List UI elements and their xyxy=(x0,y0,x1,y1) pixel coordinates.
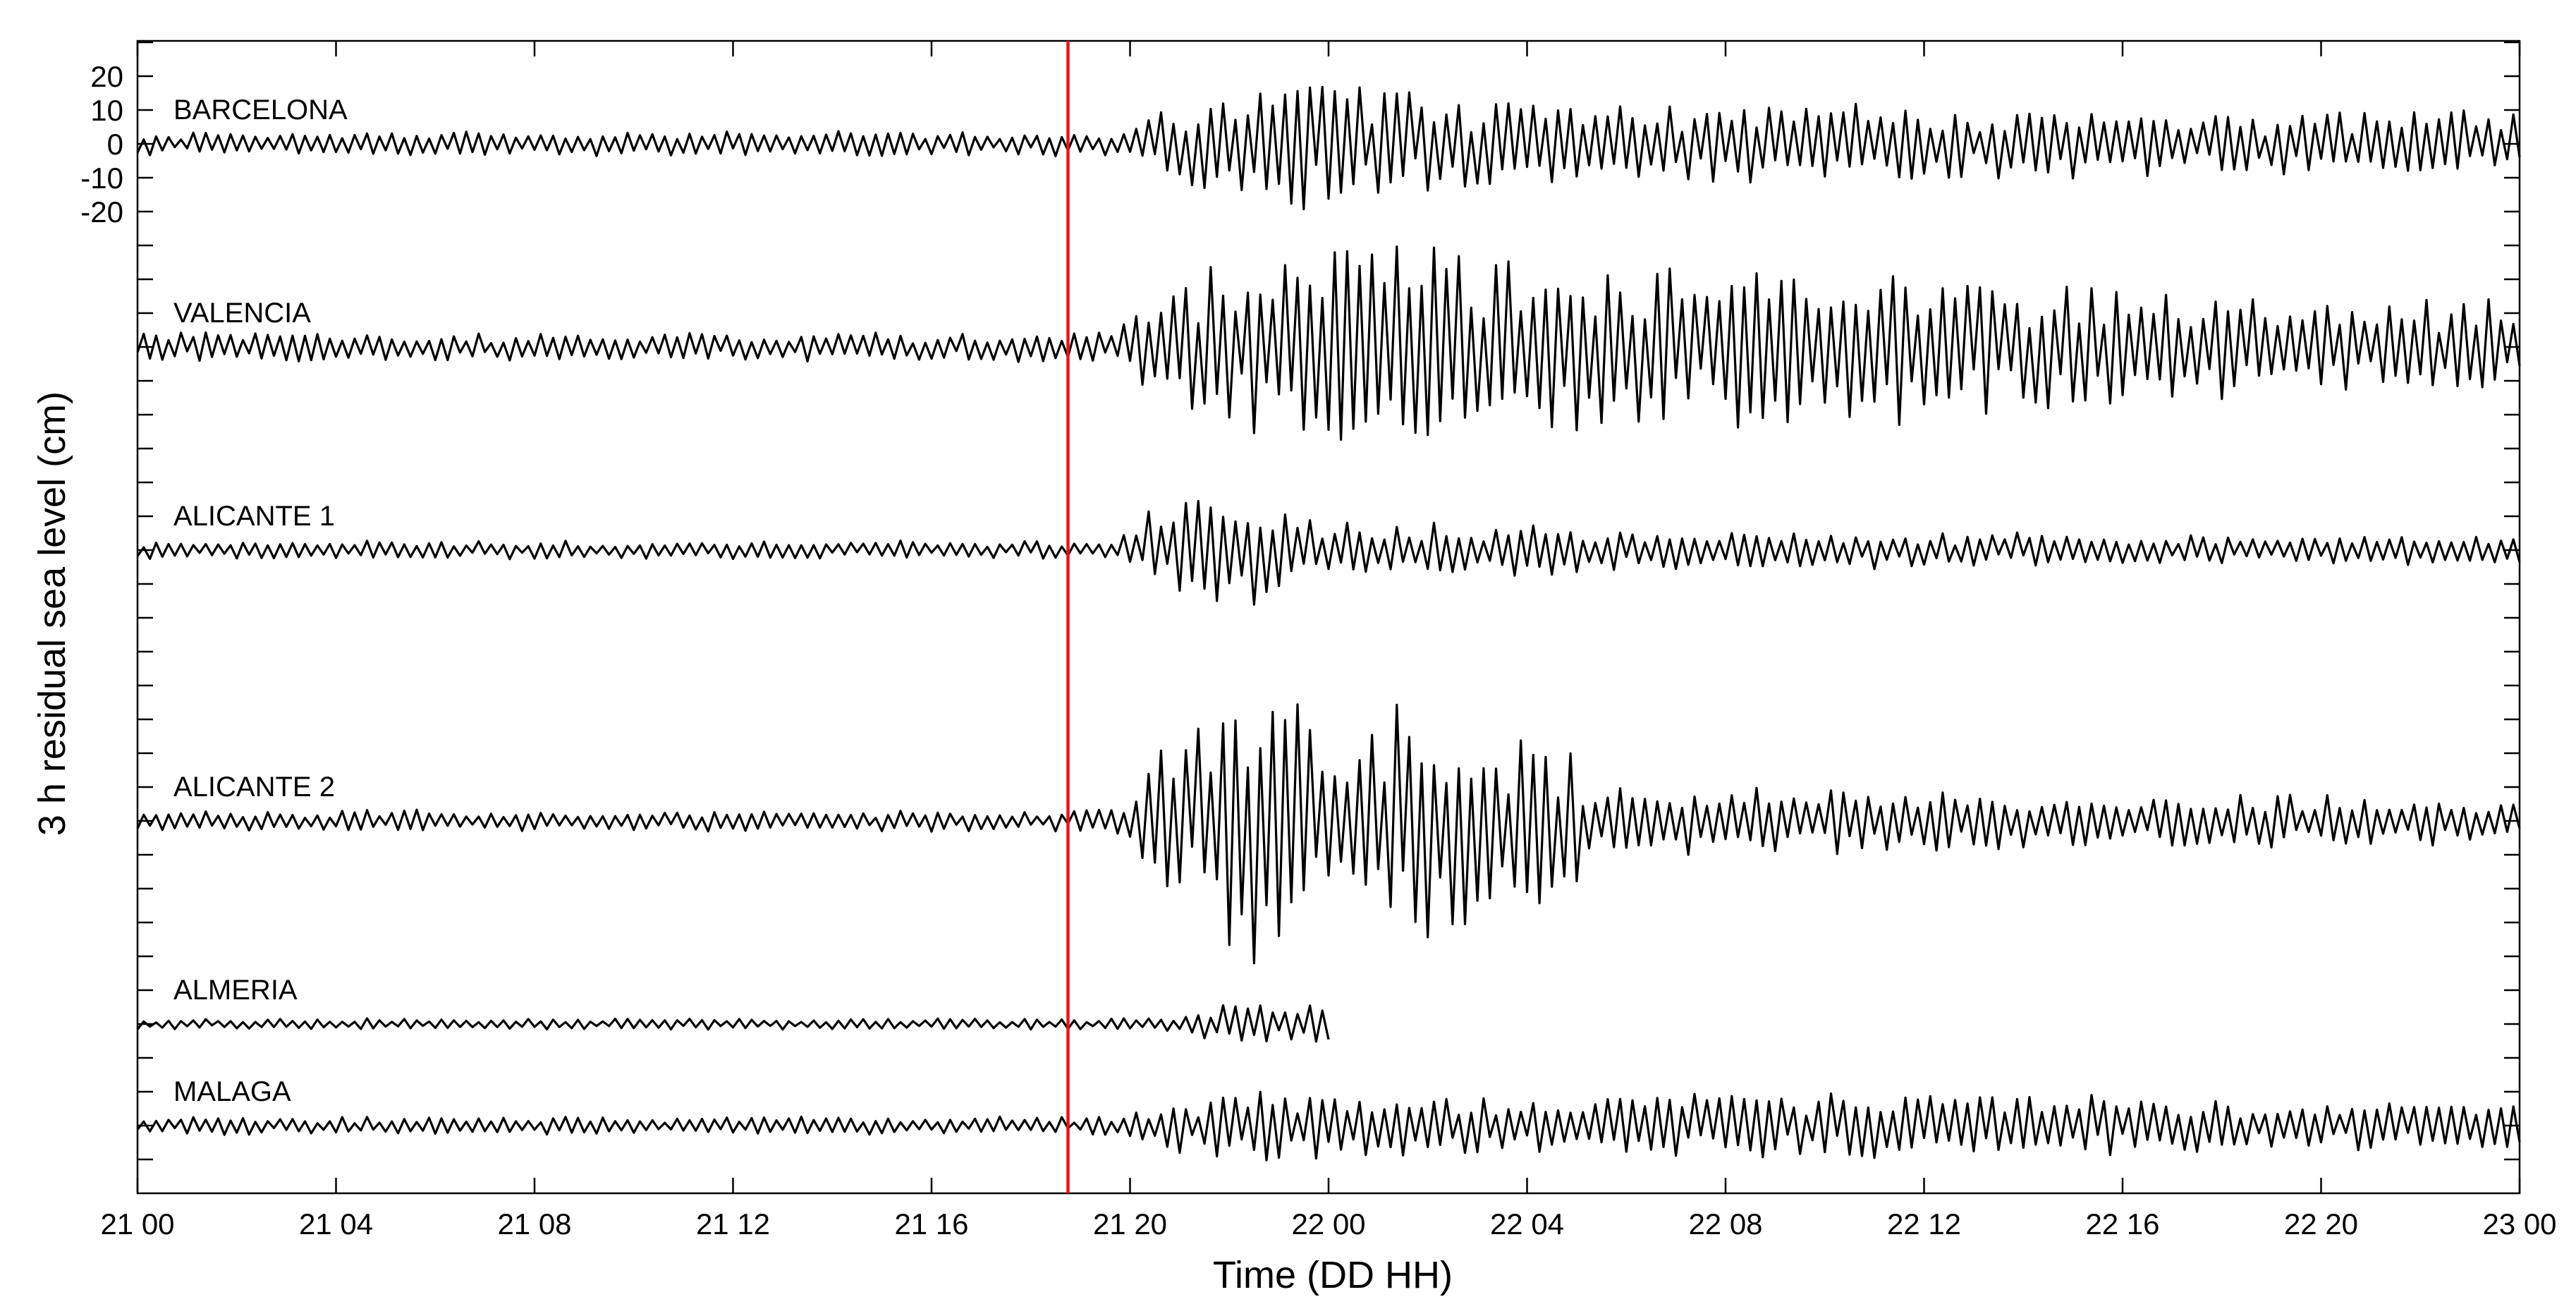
series-line-almeria xyxy=(136,1004,1330,1043)
x-tick-label: 22 04 xyxy=(1490,1207,1564,1241)
x-tick-label: 21 12 xyxy=(696,1207,770,1241)
station-label: ALICANTE 2 xyxy=(173,772,335,803)
series-line-valencia xyxy=(136,245,2521,441)
series-line-malaga xyxy=(136,1090,2521,1162)
station-label: BARCELONA xyxy=(173,95,348,126)
series-lines xyxy=(136,85,2521,1162)
station-label: ALICANTE 1 xyxy=(173,501,335,532)
series-line-alicante-2 xyxy=(136,703,2521,965)
station-labels: BARCELONA VALENCIA ALICANTE 1 ALICANTE 2 ALM… xyxy=(173,95,348,1107)
x-tick-label: 21 04 xyxy=(299,1207,373,1241)
x-tick-label: 22 20 xyxy=(2284,1207,2358,1241)
y-tick-label: 10 xyxy=(90,94,123,127)
x-tick-label: 21 16 xyxy=(894,1207,968,1241)
y-tick-label: -10 xyxy=(80,162,123,195)
x-tick-label: 21 00 xyxy=(100,1207,174,1241)
y-tick-label: 20 xyxy=(90,60,123,93)
station-label: ALMERIA xyxy=(173,975,298,1006)
plot-border xyxy=(136,39,2521,1195)
station-label: MALAGA xyxy=(173,1076,291,1107)
x-axis-title: Time (DD HH) xyxy=(1213,1254,1453,1296)
x-tick-label: 22 12 xyxy=(1887,1207,1961,1241)
plot-frame xyxy=(136,39,2521,1195)
station-label: VALENCIA xyxy=(173,298,311,329)
x-tick-label: 22 08 xyxy=(1688,1207,1762,1241)
x-tick-label: 22 00 xyxy=(1291,1207,1365,1241)
x-tick-label: 23 00 xyxy=(2482,1207,2556,1241)
series-line-alicante-1 xyxy=(136,499,2521,606)
x-tick-label: 21 20 xyxy=(1093,1207,1167,1241)
y-axis-title: 3 h residual sea level (cm) xyxy=(31,391,73,836)
x-axis-ticks: 21 00 21 04 21 08 21 12 21 16 21 20 22 00 22 04… xyxy=(100,41,2557,1241)
series-line-barcelona xyxy=(136,85,2521,211)
x-tick-label: 22 16 xyxy=(2085,1207,2159,1241)
x-tick-label: 21 08 xyxy=(497,1207,571,1241)
y-tick-label: 0 xyxy=(107,128,123,161)
y-tick-label: -20 xyxy=(80,195,123,229)
